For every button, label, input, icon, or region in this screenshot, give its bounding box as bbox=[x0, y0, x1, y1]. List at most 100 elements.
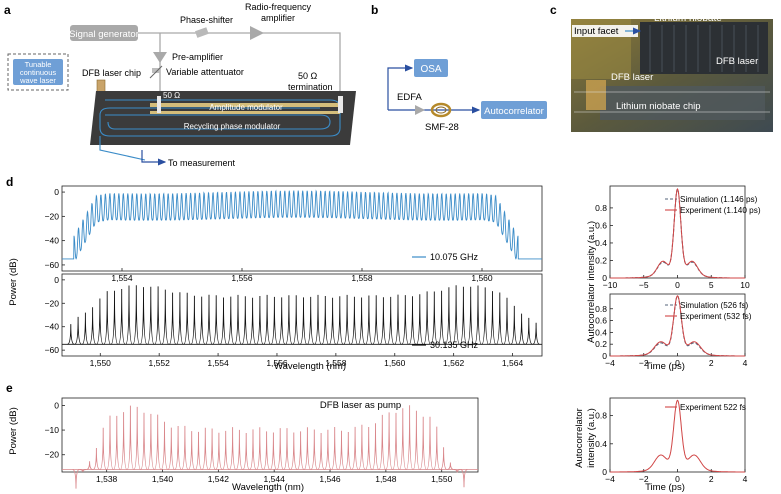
comb-line bbox=[248, 297, 257, 345]
comb-trace bbox=[62, 189, 542, 260]
d-ac-ylabel: Autocorrelator intensity (a.u.) bbox=[586, 221, 597, 343]
comb-line bbox=[423, 291, 431, 345]
comb-line bbox=[433, 426, 441, 470]
comb-line bbox=[99, 427, 107, 470]
y-tick-label: 0 bbox=[54, 187, 59, 197]
panel-label-a: a bbox=[4, 3, 11, 17]
comb-line bbox=[419, 416, 427, 470]
comb-line bbox=[168, 292, 177, 345]
comb-line bbox=[351, 426, 359, 470]
y-tick-label: −60 bbox=[45, 345, 60, 355]
x-tick-label: 1,542 bbox=[208, 474, 230, 484]
e-ac-ylabel-2: intensity (a.u.) bbox=[586, 408, 597, 468]
rf-amplifier-label-2: amplifier bbox=[261, 13, 295, 23]
tunable-laser-label-1: Tunable bbox=[25, 60, 52, 69]
panel-label-e: e bbox=[6, 381, 13, 395]
comb-line bbox=[139, 287, 148, 345]
y-tick-label: 0.2 bbox=[595, 255, 607, 265]
x-tick-label: −2 bbox=[639, 358, 649, 368]
panel-label-c: c bbox=[550, 3, 557, 17]
comb-line bbox=[495, 292, 504, 345]
y-tick-label: −20 bbox=[45, 211, 60, 221]
comb-line bbox=[249, 429, 257, 470]
d-ac-xlabel: Time (ps) bbox=[645, 361, 685, 372]
autocorrelator-box bbox=[481, 101, 547, 119]
chart-e-dfb-spectrum: 1,538 1,540 1,542 1,544 1,546 1,548 1,550 0 −10 −… bbox=[45, 397, 479, 489]
pre-amplifier-label: Pre-amplifier bbox=[172, 52, 223, 62]
comb-line bbox=[343, 294, 351, 345]
comb-line bbox=[314, 294, 322, 345]
comb-line bbox=[215, 432, 223, 470]
comb-line bbox=[228, 427, 237, 470]
comb-line bbox=[208, 428, 216, 470]
comb-line bbox=[147, 413, 155, 470]
axes-frame bbox=[61, 185, 543, 272]
phase-shifter-label: Phase-shifter bbox=[180, 15, 233, 25]
experiment-curve bbox=[610, 295, 745, 357]
y-tick-label: 0.8 bbox=[595, 411, 607, 421]
rf-amplifier-icon bbox=[250, 26, 264, 40]
comb-line bbox=[132, 285, 141, 345]
dfb-laser-right-label: DFB laser bbox=[716, 56, 758, 67]
ln-chip-label: Lithium niobate chip bbox=[616, 101, 701, 112]
x-tick-label: 1,552 bbox=[149, 358, 171, 368]
x-tick-label: −5 bbox=[639, 280, 649, 290]
tunable-laser-label-2: continuous bbox=[20, 68, 57, 77]
x-tick-label: −2 bbox=[639, 474, 649, 484]
comb-line bbox=[331, 426, 339, 470]
comb-line bbox=[222, 430, 230, 470]
comb-line bbox=[317, 432, 325, 470]
tunable-laser-frame bbox=[7, 53, 69, 91]
comb-line bbox=[306, 296, 315, 345]
axes-frame bbox=[61, 397, 479, 473]
comb-line bbox=[405, 405, 414, 470]
comb-line bbox=[328, 297, 337, 345]
comb-line bbox=[412, 410, 421, 470]
lithium-niobate-label: Lithium niobate bbox=[654, 13, 722, 24]
experiment-curve bbox=[610, 188, 745, 279]
comb-line bbox=[140, 412, 148, 470]
to-measurement-label: To measurement bbox=[168, 158, 236, 168]
y-tick-label: 0.8 bbox=[595, 304, 607, 314]
y-tick-label: 0 bbox=[54, 275, 59, 285]
probe-right bbox=[338, 96, 343, 113]
x-tick-label: 1,546 bbox=[319, 474, 341, 484]
rf-amplifier-label-1: Radio-frequency bbox=[245, 2, 312, 12]
comb-line bbox=[234, 294, 242, 345]
x-tick-label: 1,544 bbox=[264, 474, 286, 484]
pre-amplifier-icon bbox=[153, 52, 167, 63]
comb-line bbox=[181, 425, 189, 470]
comb-line bbox=[110, 290, 119, 345]
comb-line bbox=[241, 296, 250, 345]
x-tick-label: −4 bbox=[605, 474, 615, 484]
y-tick-label: 0.6 bbox=[595, 316, 607, 326]
comb-line bbox=[452, 285, 460, 345]
variable-attenuator-icon bbox=[149, 65, 163, 79]
comb-line bbox=[525, 317, 533, 345]
comb-line bbox=[399, 408, 407, 470]
x-tick-label: 1,554 bbox=[111, 273, 133, 283]
comb-line bbox=[212, 295, 221, 345]
comb-line bbox=[358, 424, 366, 470]
comb-line bbox=[183, 292, 191, 345]
comb-line bbox=[437, 290, 446, 345]
comb-line bbox=[365, 426, 373, 470]
comb-line bbox=[153, 414, 162, 470]
comb-line bbox=[167, 427, 175, 470]
comb-line bbox=[263, 294, 271, 345]
comb-line bbox=[283, 428, 291, 470]
comb-line bbox=[270, 296, 279, 345]
y-tick-label: 0 bbox=[602, 467, 607, 477]
x-tick-label: 1,560 bbox=[471, 273, 493, 283]
comb-line bbox=[96, 298, 104, 345]
chart-title: DFB laser as pump bbox=[320, 400, 401, 411]
x-tick-label: 1,558 bbox=[325, 358, 347, 368]
x-tick-label: 0 bbox=[675, 474, 680, 484]
y-tick-label: 0.2 bbox=[595, 339, 607, 349]
measurement-schematic: OSA EDFA SMF-28 Autocorrelator bbox=[387, 59, 547, 133]
legend-label: Simulation (526 fs) bbox=[680, 301, 749, 310]
comb-line bbox=[154, 286, 162, 345]
chart-d-autocorrelation-526fs: −4 −2 0 2 4 0 0.2 0.40.6 0.8 Simulation (526 fs) E… bbox=[595, 293, 752, 368]
comb-line bbox=[337, 430, 346, 470]
comb-line bbox=[488, 291, 497, 345]
